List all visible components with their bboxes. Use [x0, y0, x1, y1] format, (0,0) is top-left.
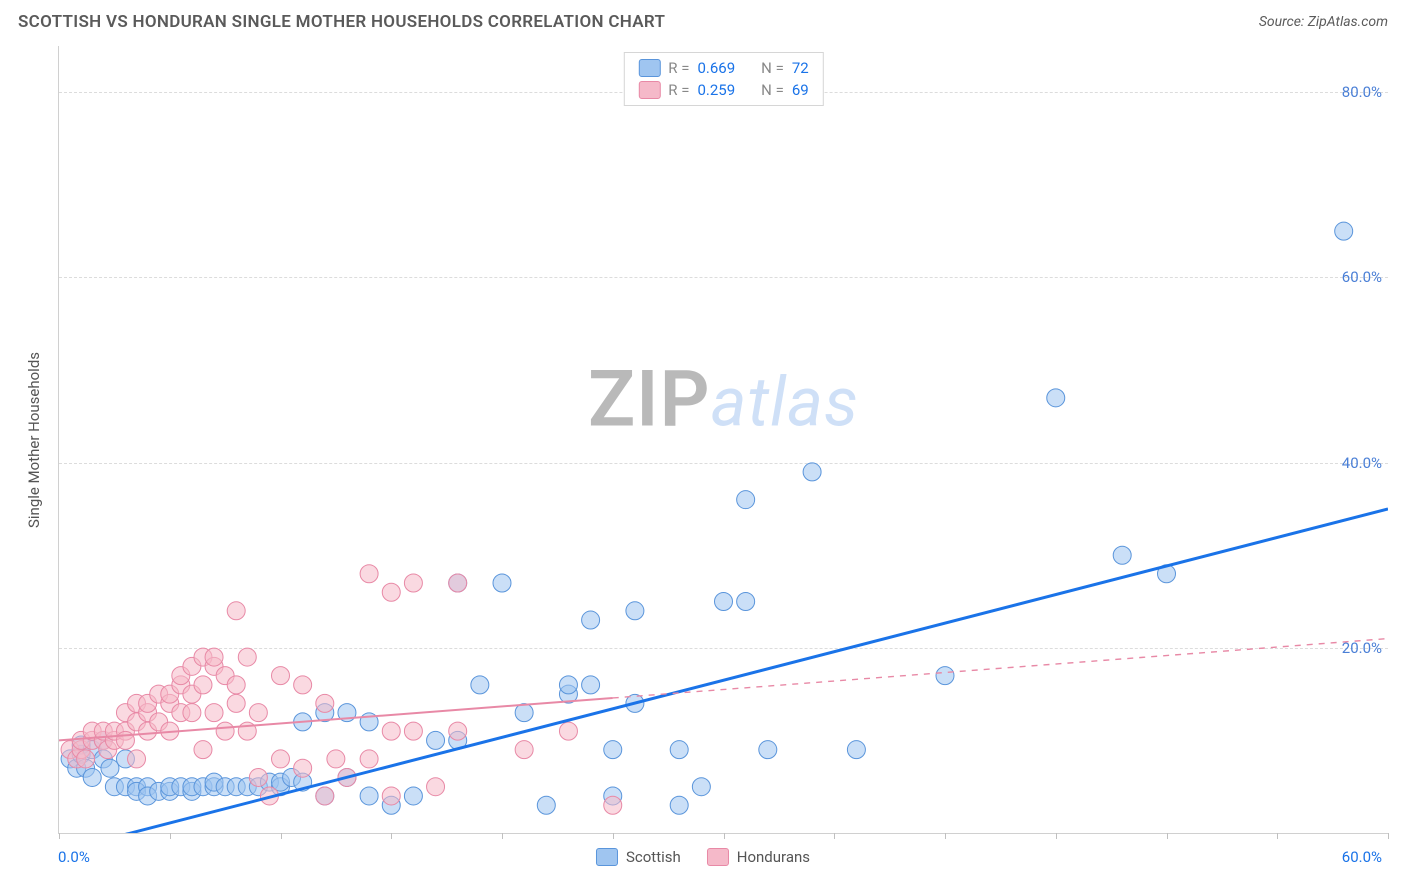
x-tick [613, 833, 614, 839]
legend-item-scottish: Scottish [596, 848, 681, 866]
r-value-hondurans: 0.259 [697, 81, 735, 99]
x-tick [724, 833, 725, 839]
swatch-hondurans [638, 81, 660, 99]
n-value-hondurans: 69 [792, 81, 809, 99]
x-tick [170, 833, 171, 839]
x-tick [834, 833, 835, 839]
plot-svg [59, 46, 1388, 833]
source-prefix: Source: [1259, 14, 1308, 30]
n-label: N = [761, 81, 784, 99]
x-tick [1167, 833, 1168, 839]
y-axis-label: Single Mother Households [25, 352, 43, 528]
legend-swatch-scottish [596, 848, 618, 866]
legend-swatch-hondurans [707, 848, 729, 866]
correlation-row-hondurans: R = 0.259 N = 69 [638, 81, 808, 99]
source-label: Source: ZipAtlas.com [1259, 14, 1388, 30]
y-axis-label-wrap: Single Mother Households [18, 46, 50, 834]
n-label: N = [761, 59, 784, 77]
plot-region: ZIPatlas R = 0.669 N = 72 R = 0.259 N = … [58, 46, 1388, 834]
x-tick [281, 833, 282, 839]
chart-area: Single Mother Households ZIPatlas R = 0.… [18, 46, 1388, 874]
x-tick [391, 833, 392, 839]
series-legend: Scottish Hondurans [596, 848, 810, 866]
x-tick [945, 833, 946, 839]
x-axis-min-label: 0.0% [58, 848, 90, 866]
correlation-legend: R = 0.669 N = 72 R = 0.259 N = 69 [623, 52, 823, 106]
x-tick [502, 833, 503, 839]
source-name: ZipAtlas.com [1308, 14, 1388, 30]
legend-label-hondurans: Hondurans [737, 848, 810, 866]
x-tick [1277, 833, 1278, 839]
legend-item-hondurans: Hondurans [707, 848, 810, 866]
chart-title: SCOTTISH VS HONDURAN SINGLE MOTHER HOUSE… [18, 12, 665, 32]
r-label: R = [668, 59, 689, 77]
r-label: R = [668, 81, 689, 99]
x-tick [1388, 833, 1389, 839]
n-value-scottish: 72 [792, 59, 809, 77]
chart-header: SCOTTISH VS HONDURAN SINGLE MOTHER HOUSE… [0, 0, 1406, 40]
correlation-row-scottish: R = 0.669 N = 72 [638, 59, 808, 77]
x-axis-max-label: 60.0% [1342, 848, 1382, 866]
x-tick [1056, 833, 1057, 839]
swatch-scottish [638, 59, 660, 77]
legend-label-scottish: Scottish [626, 848, 681, 866]
x-tick [59, 833, 60, 839]
r-value-scottish: 0.669 [697, 59, 735, 77]
